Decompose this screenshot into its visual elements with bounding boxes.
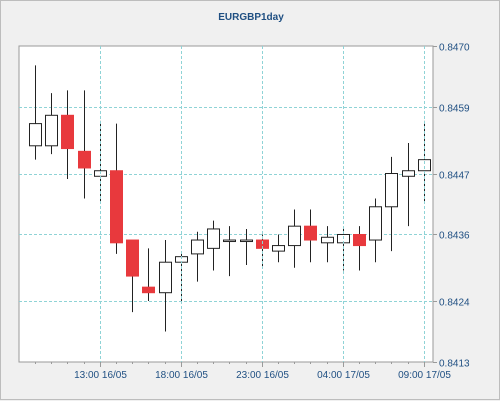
candle-up xyxy=(191,239,204,255)
candle-up xyxy=(402,170,415,177)
candle-up xyxy=(272,245,285,252)
y-tick-label: 0.8424 xyxy=(439,298,470,309)
candle-down xyxy=(110,170,123,244)
candle-up xyxy=(385,173,398,208)
candle-down xyxy=(142,286,155,294)
candle-up xyxy=(321,236,334,244)
x-tick-label: 09:00 17/05 xyxy=(398,370,451,381)
y-tick-label: 0.8459 xyxy=(439,104,470,115)
chart-title: EURGBP1day xyxy=(218,12,284,23)
plot-area xyxy=(18,45,434,363)
candle-down xyxy=(353,233,366,247)
candle-up xyxy=(45,114,58,147)
x-tick-label: 04:00 17/05 xyxy=(317,370,370,381)
candle-up xyxy=(418,159,431,172)
candle-up xyxy=(207,228,220,249)
candle-up xyxy=(159,261,172,294)
candle-down xyxy=(61,114,74,150)
candle-down xyxy=(126,239,139,277)
x-tick-label: 23:00 16/05 xyxy=(236,370,289,381)
candle-up xyxy=(240,239,253,243)
x-tick-label: 13:00 16/05 xyxy=(74,370,127,381)
y-tick-label: 0.8413 xyxy=(439,359,470,370)
y-tick-label: 0.8447 xyxy=(439,171,470,182)
candle-up xyxy=(223,239,236,243)
y-tick-label: 0.8470 xyxy=(439,43,470,54)
y-tick-label: 0.8436 xyxy=(439,231,470,242)
candle-up xyxy=(288,225,301,247)
candle-down xyxy=(304,225,317,241)
candle-up xyxy=(369,206,382,241)
candle-down xyxy=(78,150,91,169)
x-tick-label: 18:00 16/05 xyxy=(155,370,208,381)
candle-up xyxy=(29,123,42,147)
